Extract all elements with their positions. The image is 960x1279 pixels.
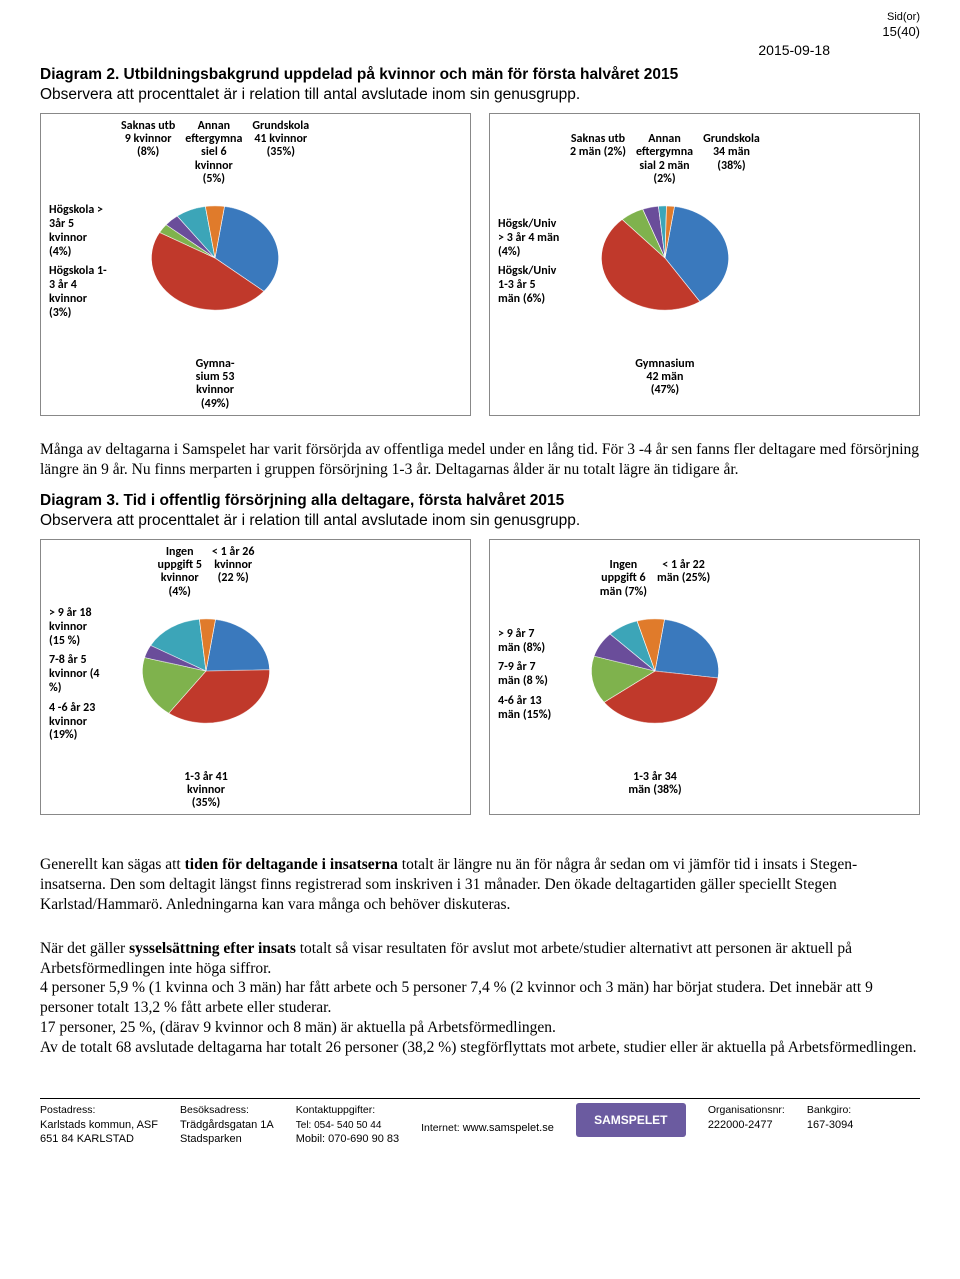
footer-col-kontakt: Kontaktuppgifter: Tel: 054- 540 50 44 Mo… <box>296 1103 399 1148</box>
diagram2-block: Diagram 2. Utbildningsbakgrund uppdelad … <box>40 65 920 105</box>
diagram2-title: Diagram 2. Utbildningsbakgrund uppdelad … <box>40 66 678 83</box>
footer-col-logo: SAMSPELET <box>576 1103 686 1148</box>
paragraph-2: Generellt kan sägas att tiden för deltag… <box>40 855 920 914</box>
diagram3-note: Observera att procenttalet är i relation… <box>40 512 580 529</box>
mid-paragraph: Många av deltagarna i Samspelet har vari… <box>40 440 920 480</box>
samspelet-logo: SAMSPELET <box>576 1103 686 1137</box>
charts-row-2: > 9 år 18 kvinnor (15 %)7-8 år 5 kvinnor… <box>40 539 920 815</box>
sidor-label: Sid(or) <box>40 10 920 24</box>
footer-col-internet: Internet: www.samspelet.se <box>421 1103 554 1148</box>
diagram3-title: Diagram 3. Tid i offentlig försörjning a… <box>40 492 564 509</box>
page-header: Sid(or) 15(40) 2015-09-18 <box>40 10 920 59</box>
chart-b: Högsk/Univ > 3 år 4 män (4%)Högsk/Univ 1… <box>489 113 920 416</box>
diagram2-note: Observera att procenttalet är i relation… <box>40 86 580 103</box>
footer-col-besok: Besöksadress: Trädgårdsgatan 1A Stadspar… <box>180 1103 274 1148</box>
diagram3-block: Diagram 3. Tid i offentlig försörjning a… <box>40 491 920 531</box>
footer-col-orgnr: Organisationsnr: 222000-2477 <box>708 1103 785 1148</box>
charts-row-1: Högskola > 3år 5 kvinnor (4%)Högskola 1-… <box>40 113 920 416</box>
chart-a: Högskola > 3år 5 kvinnor (4%)Högskola 1-… <box>40 113 471 416</box>
chart-d: > 9 år 7 män (8%)7-9 år 7 män (8 %)4-6 å… <box>489 539 920 815</box>
page-count: 15(40) <box>40 24 920 41</box>
paragraph-3: När det gäller sysselsättning efter insa… <box>40 939 920 1058</box>
page-footer: Postadress: Karlstads kommun, ASF 651 84… <box>40 1098 920 1148</box>
document-date: 2015-09-18 <box>40 41 830 59</box>
footer-col-bankgiro: Bankgiro: 167-3094 <box>807 1103 854 1148</box>
footer-col-post: Postadress: Karlstads kommun, ASF 651 84… <box>40 1103 158 1148</box>
chart-c: > 9 år 18 kvinnor (15 %)7-8 år 5 kvinnor… <box>40 539 471 815</box>
